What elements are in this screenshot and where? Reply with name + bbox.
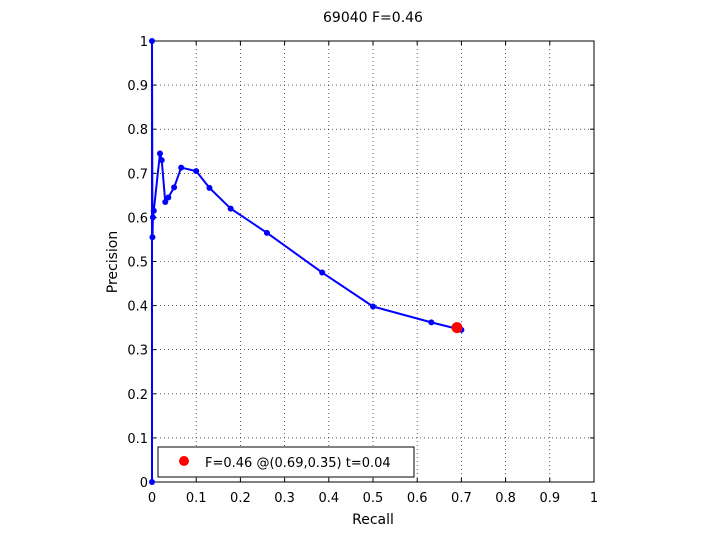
y-tick-label: 0.1	[127, 432, 148, 447]
y-tick-label: 0.2	[127, 388, 148, 403]
tick-labels: 0 0.1 0.2 0.3 0.4 0.5 0.6 0.7 0.8 0.9 1 0 0.1 0.2 0.3 0…	[127, 35, 598, 506]
x-tick-label: 1	[590, 491, 598, 506]
legend-label: F=0.46 @(0.69,0.35) t=0.04	[205, 456, 391, 471]
y-tick-label: 0.5	[127, 256, 148, 271]
data-point	[319, 269, 326, 276]
y-tick-label: 0	[140, 476, 148, 491]
y-tick-label: 0.3	[127, 344, 148, 359]
best-f-point	[451, 322, 463, 334]
data-point	[370, 303, 376, 310]
data-point	[227, 205, 234, 212]
y-tick-label: 0.9	[127, 79, 148, 94]
data-point	[171, 184, 178, 191]
data-point	[162, 198, 169, 205]
y-tick-label: 0.6	[127, 211, 148, 226]
x-tick-label: 0.9	[539, 491, 560, 506]
data-point	[149, 38, 155, 44]
y-tick-label: 0.4	[127, 300, 148, 315]
data-point	[165, 194, 172, 201]
y-tick-label: 0.8	[127, 123, 148, 138]
legend-box	[157, 446, 415, 478]
x-tick-label: 0.6	[407, 491, 428, 506]
data-point	[263, 229, 270, 236]
data-point	[150, 207, 157, 214]
x-tick-label: 0.7	[451, 491, 472, 506]
chart-title: 69040 F=0.46	[323, 10, 423, 26]
data-point	[149, 234, 156, 241]
y-tick-label: 0.7	[127, 167, 148, 182]
data-point	[149, 479, 155, 485]
data-point	[149, 214, 156, 221]
series-layer	[149, 38, 465, 485]
data-point	[428, 319, 435, 326]
x-tick-label: 0.2	[230, 491, 251, 506]
x-tick-label: 0.8	[495, 491, 516, 506]
legend-marker	[179, 456, 189, 466]
y-tick-label: 1	[140, 35, 148, 50]
grid	[152, 41, 594, 482]
x-tick-label: 0.3	[274, 491, 295, 506]
legend: F=0.46 @(0.69,0.35) t=0.04	[157, 446, 415, 478]
data-point	[178, 164, 185, 171]
data-point	[206, 184, 213, 191]
data-point	[156, 150, 163, 157]
x-tick-label: 0.5	[363, 491, 384, 506]
y-axis-label: Precision	[105, 231, 121, 293]
x-tick-label: 0	[148, 491, 156, 506]
x-tick-label: 0.1	[186, 491, 207, 506]
x-tick-label: 0.4	[318, 491, 339, 506]
x-axis-label: Recall	[352, 512, 394, 528]
data-point	[158, 157, 165, 164]
data-point	[193, 168, 200, 175]
